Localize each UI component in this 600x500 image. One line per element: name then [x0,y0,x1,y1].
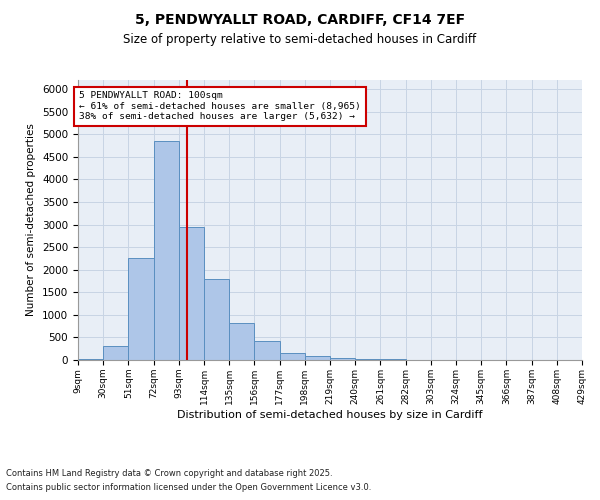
Bar [280,353,305,360]
Text: Contains HM Land Registry data © Crown copyright and database right 2025.: Contains HM Land Registry data © Crown c… [6,468,332,477]
Bar [330,358,355,360]
X-axis label: Distribution of semi-detached houses by size in Cardiff: Distribution of semi-detached houses by … [177,410,483,420]
Bar [229,323,254,360]
Bar [128,258,154,360]
Bar [154,141,179,360]
Bar [78,359,103,360]
Text: 5 PENDWYALLT ROAD: 100sqm
← 61% of semi-detached houses are smaller (8,965)
38% : 5 PENDWYALLT ROAD: 100sqm ← 61% of semi-… [79,92,361,121]
Text: 5, PENDWYALLT ROAD, CARDIFF, CF14 7EF: 5, PENDWYALLT ROAD, CARDIFF, CF14 7EF [135,12,465,26]
Bar [103,346,128,360]
Bar [179,227,204,360]
Y-axis label: Number of semi-detached properties: Number of semi-detached properties [26,124,37,316]
Text: Size of property relative to semi-detached houses in Cardiff: Size of property relative to semi-detach… [124,32,476,46]
Bar [355,359,380,360]
Bar [305,356,330,360]
Text: Contains public sector information licensed under the Open Government Licence v3: Contains public sector information licen… [6,484,371,492]
Bar [254,340,280,360]
Bar [204,278,229,360]
